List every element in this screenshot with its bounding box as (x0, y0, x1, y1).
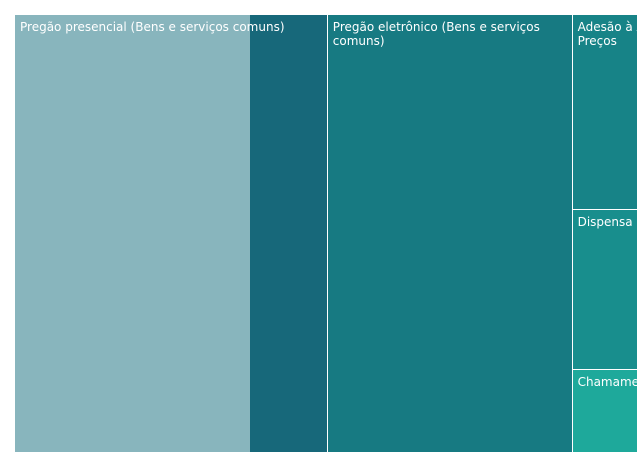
treemap-cell[interactable]: Pregão eletrônico (Bens e serviços comun… (327, 15, 572, 452)
treemap-cell[interactable]: Adesão à Ata de Preços (572, 15, 637, 209)
cell-label: Pregão presencial (Bens e serviços comun… (20, 20, 285, 34)
cell-label: Dispensa (577, 214, 633, 229)
treemap: Pregão presencial (Bens e serviços comun… (15, 15, 637, 453)
cell-label: Chamamento (577, 375, 637, 390)
cell-label: Adesão à Ata de Preços (577, 20, 637, 48)
cell-label: Pregão eletrônico (Bens e serviços comun… (332, 20, 540, 48)
treemap-cell[interactable]: Pregão presencial (Bens e serviços comun… (15, 15, 327, 452)
highlight-strip (249, 15, 327, 452)
treemap-cell[interactable]: Chamamento (572, 370, 637, 452)
treemap-cell[interactable]: Dispensa (572, 209, 637, 370)
